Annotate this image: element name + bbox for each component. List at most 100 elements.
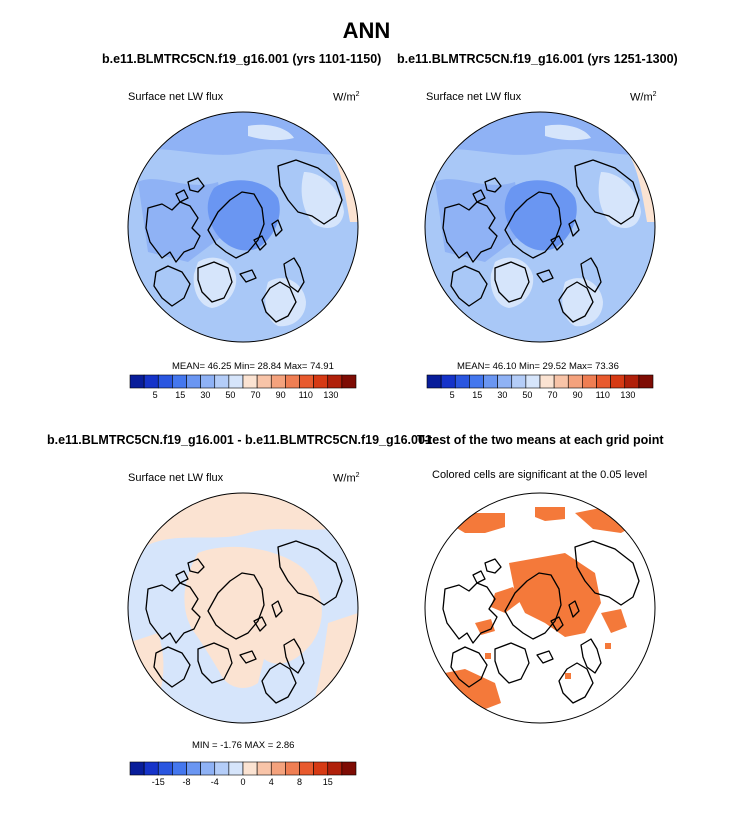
- colorbar-tick-label: 70: [250, 390, 261, 400]
- colorbar-swatch: [172, 761, 187, 776]
- coastline-hudson: [197, 642, 233, 684]
- coastline-europe: [558, 662, 594, 704]
- colorbar-swatch: [256, 761, 272, 776]
- colorbar-swatch: [327, 761, 343, 776]
- field-arctic-core: [207, 180, 280, 251]
- colorbar-tick-label: 15: [472, 390, 483, 400]
- field-band: [425, 112, 655, 155]
- panel3-variable: Surface net LW flux: [128, 472, 224, 484]
- colorbar-swatch: [129, 374, 145, 389]
- field-light-region: [545, 124, 591, 141]
- coastline-iceland: [239, 269, 257, 283]
- coastline-scandinavia: [580, 257, 602, 293]
- significant-cells: [605, 643, 611, 649]
- significant-cells: [601, 609, 627, 633]
- colorbar-swatch: [143, 374, 159, 389]
- colorbar-tick-label: -8: [182, 777, 191, 787]
- coastline-alaska: [450, 646, 488, 688]
- coastline-nz: [271, 600, 283, 618]
- coastline-alaska: [153, 265, 191, 307]
- diff-positive-region: [128, 633, 164, 723]
- coastline-nz: [271, 219, 283, 237]
- coastline-greenland: [207, 191, 265, 259]
- field-band: [138, 179, 228, 262]
- panel3-units: W/m2: [333, 472, 360, 485]
- colorbar-swatch: [582, 374, 597, 389]
- colorbar-swatch: [172, 374, 187, 389]
- colorbar-swatch: [242, 761, 258, 776]
- coastline-iceland: [536, 650, 554, 664]
- panel3-title: b.e11.BLMTRC5CN.f19_g16.001 - b.e11.BLMT…: [47, 433, 432, 447]
- coastline-hudson: [494, 642, 530, 684]
- colorbar-tick-label: 8: [296, 777, 303, 787]
- coastline-alaska: [153, 646, 191, 688]
- coastline-alaska: [450, 265, 488, 307]
- colorbar-swatch: [638, 374, 654, 389]
- significant-cells: [509, 553, 601, 637]
- colorbar-swatch: [624, 374, 640, 389]
- map-border: [127, 111, 359, 343]
- colorbar-swatch: [596, 374, 611, 389]
- panel2-colorbar: 5 15 30 50 70 90 110 130: [426, 374, 654, 405]
- colorbar-tick-label: 5: [152, 390, 158, 400]
- diff-positive-region: [184, 546, 322, 688]
- panel2-polar-map: [424, 111, 656, 343]
- colorbar-swatch: [285, 761, 300, 776]
- colorbar-swatch: [285, 374, 300, 389]
- significant-cells: [491, 587, 521, 613]
- coastline-greenland: [504, 191, 562, 259]
- panel1-colorbar: 5 15 30 50 70 90 110 130: [129, 374, 357, 405]
- field-band: [435, 179, 525, 262]
- colorbar-swatch: [497, 374, 513, 389]
- coastline-svalbard: [253, 235, 267, 251]
- panel1-variable: Surface net LW flux: [128, 91, 224, 103]
- colorbar-swatch: [341, 761, 357, 776]
- panel1-stats: MEAN= 46.25 Min= 28.84 Max= 74.91: [172, 361, 334, 372]
- colorbar-tick-label: 50: [522, 390, 533, 400]
- significant-cells: [475, 619, 495, 635]
- coastline-europe: [558, 281, 594, 323]
- coastline-hudson: [494, 261, 530, 303]
- colorbar-swatch: [242, 374, 258, 389]
- colorbar-tick-label: 70: [547, 390, 558, 400]
- colorbar-swatch: [270, 761, 286, 776]
- colorbar-tick-label: 15: [175, 390, 186, 400]
- coastline-islands1: [484, 558, 502, 574]
- panel4-subtitle: Colored cells are significant at the 0.0…: [432, 469, 648, 481]
- colorbar-tick-label: 30: [200, 390, 211, 400]
- colorbar-swatch: [299, 761, 314, 776]
- coastline-greenland: [504, 572, 562, 640]
- coastline-siberia: [277, 159, 343, 225]
- panel4-title: T-test of the two means at each grid poi…: [417, 433, 664, 447]
- coastline-nz: [568, 600, 580, 618]
- colorbar-tick-label: 50: [225, 390, 236, 400]
- colorbar-swatch: [299, 374, 314, 389]
- colorbar-swatch: [454, 374, 470, 389]
- colorbar-swatch: [270, 374, 286, 389]
- colorbar-swatch: [129, 761, 145, 776]
- panel1-units: W/m2: [333, 91, 360, 104]
- coastline-nz: [568, 219, 580, 237]
- panel3-stats: MIN = -1.76 MAX = 2.86: [192, 740, 295, 751]
- coastline-canada: [442, 201, 498, 263]
- colorbar-swatch: [200, 761, 216, 776]
- coastline-islands2: [175, 570, 189, 584]
- plot-season-title: ANN: [342, 18, 391, 43]
- coastline-europe: [261, 662, 297, 704]
- colorbar-tick-label: 30: [497, 390, 508, 400]
- panel4-polar-map: [424, 492, 656, 724]
- field-arctic-core: [525, 199, 549, 221]
- colorbar-tick-label: 130: [323, 390, 339, 400]
- coastline-islands1: [187, 177, 205, 193]
- colorbar-tick-label: 5: [449, 390, 455, 400]
- panel3-colorbar: -15 -8 -4 0 4 8 15: [129, 761, 357, 792]
- colorbar-tick-label: 110: [595, 390, 610, 400]
- colorbar-tick-label: 90: [572, 390, 583, 400]
- colorbar-swatch: [143, 761, 159, 776]
- coastline-svalbard: [550, 235, 564, 251]
- coastline-greenland: [207, 572, 265, 640]
- colorbar-swatch: [313, 374, 329, 389]
- colorbar-swatch: [511, 374, 527, 389]
- colorbar-swatch: [440, 374, 456, 389]
- panel2-units: W/m2: [630, 91, 657, 104]
